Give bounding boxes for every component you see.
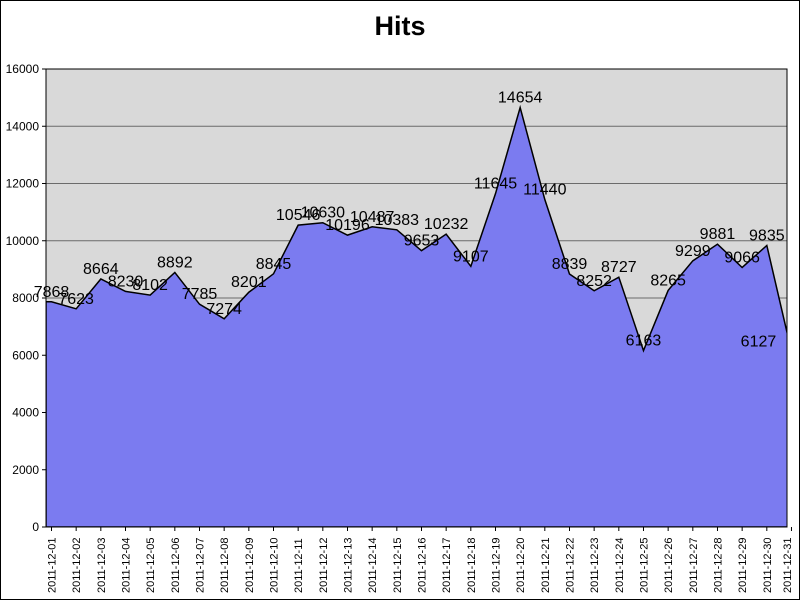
chart-title: Hits: [374, 11, 426, 41]
value-label: 8727: [601, 259, 637, 276]
value-label: 9107: [453, 248, 489, 265]
x-tick-label: 2011-12-31: [782, 538, 794, 593]
y-tick-label: 0: [32, 520, 39, 534]
x-tick-label: 2011-12-14: [367, 538, 379, 593]
x-tick-label: 2011-12-22: [564, 538, 576, 593]
value-label: 10487: [350, 209, 395, 226]
x-tick-label: 2011-12-20: [515, 538, 527, 593]
value-label: 8664: [83, 261, 119, 278]
value-label: 14654: [498, 90, 543, 107]
value-label: 6163: [626, 333, 662, 350]
value-label: 8102: [132, 277, 168, 294]
x-tick-label: 2011-12-27: [688, 538, 700, 593]
value-label: 10383: [375, 212, 420, 229]
value-label: 8201: [231, 274, 267, 291]
value-label: 7785: [182, 286, 218, 303]
y-tick-label: 8000: [12, 291, 39, 305]
x-tick-label: 2011-12-09: [244, 538, 256, 593]
value-label: 7274: [206, 301, 242, 318]
value-label: 9653: [404, 233, 440, 250]
x-tick-label: 2011-12-08: [219, 538, 231, 593]
x-tick-label: 2011-12-26: [663, 538, 675, 593]
x-tick-label: 2011-12-30: [762, 538, 774, 593]
value-label: 9835: [749, 227, 785, 244]
x-tick-label: 2011-12-29: [737, 538, 749, 593]
x-tick-label: 2011-12-15: [392, 538, 404, 593]
value-label: 10546: [276, 207, 321, 224]
y-tick-label: 10000: [6, 234, 40, 248]
value-label: 9299: [675, 243, 711, 260]
y-tick-label: 14000: [6, 119, 40, 133]
value-label: 8845: [256, 256, 292, 273]
area-series: [46, 104, 787, 527]
y-tick-label: 4000: [12, 406, 39, 420]
x-tick-label: 2011-12-28: [712, 538, 724, 593]
value-label: 8892: [157, 254, 193, 271]
x-tick-label: 2011-12-12: [318, 538, 330, 593]
value-label: 11645: [474, 176, 517, 193]
x-tick-label: 2011-12-05: [145, 538, 157, 593]
y-tick-label: 6000: [12, 348, 39, 362]
x-tick-label: 2011-12-01: [47, 538, 59, 593]
x-tick-label: 2011-12-06: [170, 538, 182, 593]
x-tick-label: 2011-12-18: [466, 538, 478, 593]
value-label: 8230: [108, 273, 144, 290]
value-label: 7868: [34, 284, 70, 301]
y-tick-label: 12000: [6, 177, 40, 191]
x-tick-label: 2011-12-07: [194, 538, 206, 593]
value-label: 9066: [724, 249, 760, 266]
x-tick-label: 2011-12-16: [416, 538, 428, 593]
value-label: 8252: [576, 273, 612, 290]
value-label: 11440: [523, 182, 566, 199]
plot-border: [45, 68, 788, 528]
x-tick-label: 2011-12-13: [342, 538, 354, 593]
value-label: 10630: [301, 205, 346, 222]
value-label: 8265: [650, 272, 686, 289]
value-label: 10196: [325, 217, 370, 234]
x-tick-label: 2011-12-25: [638, 538, 650, 593]
x-tick-label: 2011-12-11: [293, 538, 305, 593]
x-tick-label: 2011-12-21: [540, 538, 552, 593]
value-label: 10232: [424, 216, 469, 233]
y-tick-label: 2000: [12, 463, 39, 477]
x-tick-label: 2011-12-24: [614, 538, 626, 593]
value-label: 9881: [700, 226, 736, 243]
y-tick-label: 16000: [6, 62, 40, 76]
x-tick-label: 2011-12-19: [490, 538, 502, 593]
x-tick-label: 2011-12-03: [96, 538, 108, 593]
x-tick-label: 2011-12-23: [589, 538, 601, 593]
x-tick-label: 2011-12-10: [268, 538, 280, 593]
value-label: 8839: [552, 256, 588, 273]
x-tick-label: 2011-12-04: [120, 538, 132, 593]
x-tick-label: 2011-12-02: [71, 538, 83, 593]
value-label: 6127: [741, 334, 777, 351]
x-tick-label: 2011-12-17: [441, 538, 453, 593]
value-label: 7623: [58, 291, 94, 308]
